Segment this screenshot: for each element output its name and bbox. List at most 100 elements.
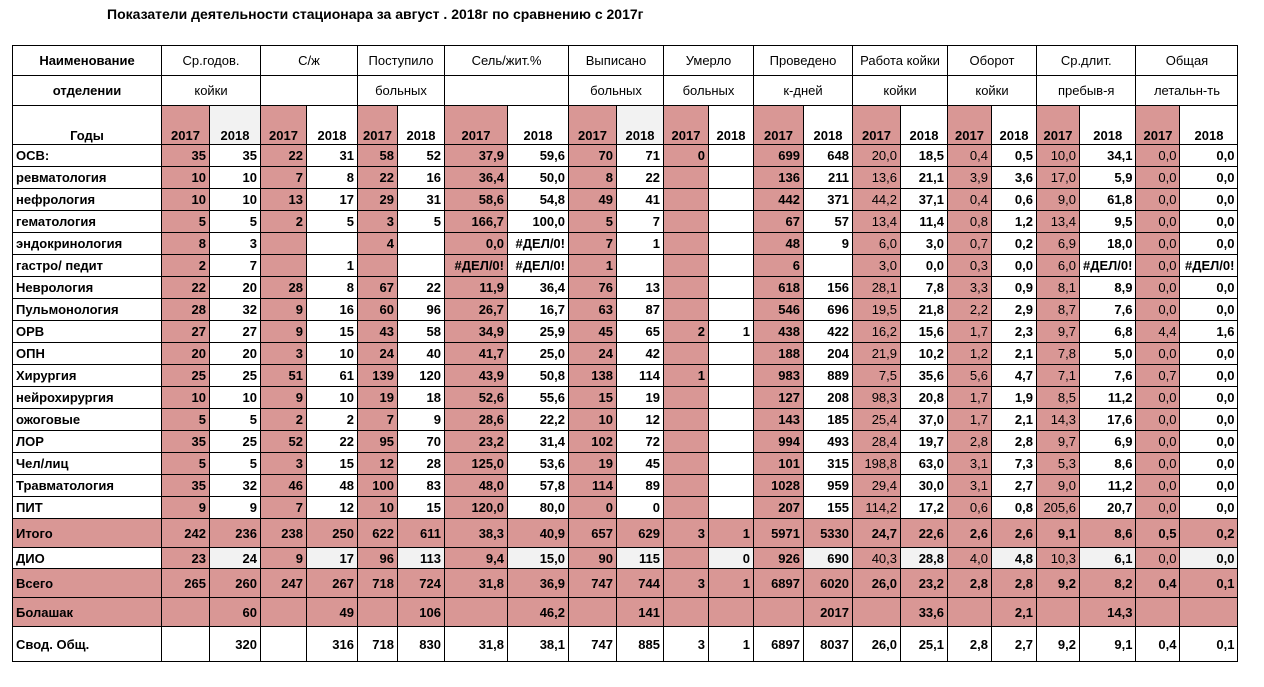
data-cell [708,474,754,497]
data-cell: 6,9 [1036,232,1080,255]
total-cell: 9,1 [1078,626,1137,662]
header-group-label: Ср.длит. [1035,45,1137,76]
year-2018: 2018 [900,105,948,145]
data-cell: 7,3 [991,452,1037,475]
data-cell: 52 [260,430,307,453]
data-cell: 22 [260,144,307,167]
data-cell: 1 [663,364,709,387]
data-cell: 36,4 [507,276,569,299]
data-cell: 15 [568,386,617,409]
table-row: Травматология 35 32 46 48 100 83 48,0 57,8 114 89 1… [12,474,1239,497]
data-cell: 16 [306,298,358,321]
data-cell: 114 [568,474,617,497]
data-cell: 2,8 [991,430,1037,453]
data-cell: 45 [616,452,664,475]
data-cell: 0,8 [947,210,992,233]
data-cell [663,386,709,409]
data-cell: 50,8 [507,364,569,387]
data-cell: 166,7 [444,210,508,233]
data-cell: 25,4 [852,408,901,431]
data-cell [708,144,754,167]
data-cell: 44,2 [852,188,901,211]
data-cell: 13,4 [1036,210,1080,233]
data-cell: 0,0 [1135,342,1181,365]
data-cell: 32 [209,298,261,321]
total-cell: 926 [753,547,804,569]
total-cell: 141 [616,597,664,627]
total-cell: 15,0 [507,547,569,569]
data-cell: 0,6 [947,496,992,519]
data-cell: 204 [803,342,853,365]
data-cell: 31 [306,144,358,167]
data-cell: 7,8 [1036,342,1080,365]
data-cell [397,254,445,277]
total-cell: 6897 [753,626,804,662]
data-cell: 63,0 [900,452,948,475]
data-cell: 23,2 [444,430,508,453]
header-group-label: С/ж [260,45,358,76]
data-cell: 10,2 [900,342,948,365]
total-name: ДИО [12,547,162,569]
data-cell: 24 [568,342,617,365]
data-cell: 76 [568,276,617,299]
total-cell [753,597,804,627]
data-cell: 9,7 [1036,430,1080,453]
data-cell: 45 [568,320,617,343]
data-cell: 0 [663,144,709,167]
department-name: Травматология [12,474,162,497]
data-cell: 29 [357,188,398,211]
data-cell: #ДЕЛ/0! [507,254,569,277]
total-cell [260,597,307,627]
data-cell: 2,8 [947,430,992,453]
year-2017: 2017 [852,105,901,145]
data-cell: 5 [209,452,261,475]
total-cell: 0,1 [1179,568,1239,598]
year-2017: 2017 [568,105,617,145]
year-2018: 2018 [306,105,358,145]
total-cell: 9,2 [1036,568,1080,598]
data-cell: 3,6 [991,166,1037,189]
year-2018: 2018 [1179,105,1239,145]
total-row: Всего 265 260 247 267 718 724 31,8 36,9 747 744 3 1 6… [12,568,1239,598]
data-cell: 42 [616,342,664,365]
data-cell [708,496,754,519]
total-cell: 4,0 [947,547,992,569]
data-cell: 10 [161,386,210,409]
data-cell: 0,0 [1135,144,1181,167]
data-cell: 188 [753,342,804,365]
table-row: гастро/ педит 2 7 1 #ДЕЛ/0! #ДЕЛ/0! 1 6 3,0 0,0 0,… [12,254,1239,277]
data-cell: 648 [803,144,853,167]
data-cell: 100 [357,474,398,497]
data-cell: 20,8 [900,386,948,409]
data-cell: 16,2 [852,320,901,343]
data-cell: 95 [357,430,398,453]
data-cell: 3,0 [900,232,948,255]
total-cell: 0,0 [1135,547,1181,569]
total-cell: 36,9 [507,568,569,598]
years-row: Годы 2017 2018 2017 2018 2017 2018 2017 2018 2017… [12,105,1239,145]
total-cell: 2,1 [991,597,1037,627]
department-name: ОПН [12,342,162,365]
total-cell: 2017 [803,597,853,627]
data-cell: 699 [753,144,804,167]
header-group-sublabel: больных [663,75,754,106]
data-cell: 211 [803,166,853,189]
data-cell: 20 [209,276,261,299]
total-cell: 611 [397,518,445,548]
data-cell: 0,0 [1135,298,1181,321]
data-cell: 2 [663,320,709,343]
data-cell [708,342,754,365]
data-cell: 0,0 [1135,166,1181,189]
data-cell: 0,0 [1179,144,1239,167]
data-cell: 59,6 [507,144,569,167]
data-cell: 5 [161,210,210,233]
data-cell: 13 [260,188,307,211]
table-row: ОПН 20 20 3 10 24 40 41,7 25,0 24 42 188 204 21,9 10,2… [12,342,1239,365]
data-cell: 0,0 [1179,452,1239,475]
data-cell: 60 [357,298,398,321]
total-cell [852,597,901,627]
data-cell: 22 [357,166,398,189]
data-cell: 96 [397,298,445,321]
data-cell: 8 [161,232,210,255]
department-name: эндокринология [12,232,162,255]
